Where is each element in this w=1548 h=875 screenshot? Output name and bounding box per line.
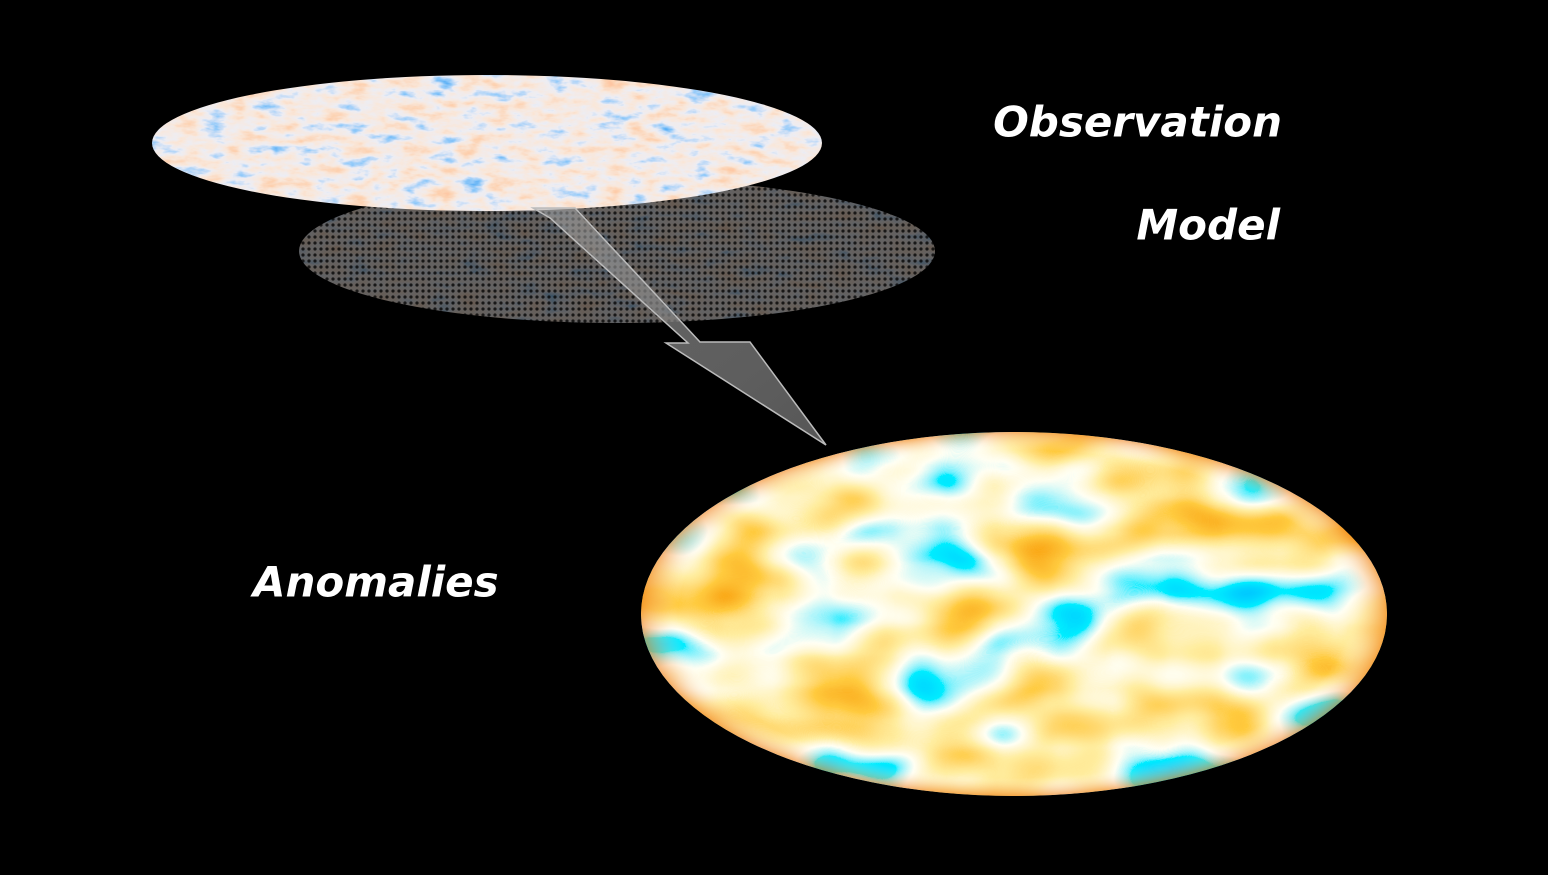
anomalies-label: Anomalies: [250, 558, 499, 607]
observation-map: [152, 75, 822, 211]
anomalies-map: [641, 432, 1387, 796]
observation-label: Observation: [993, 98, 1282, 147]
arrow: [530, 207, 827, 446]
model-label: Model: [1136, 201, 1280, 250]
